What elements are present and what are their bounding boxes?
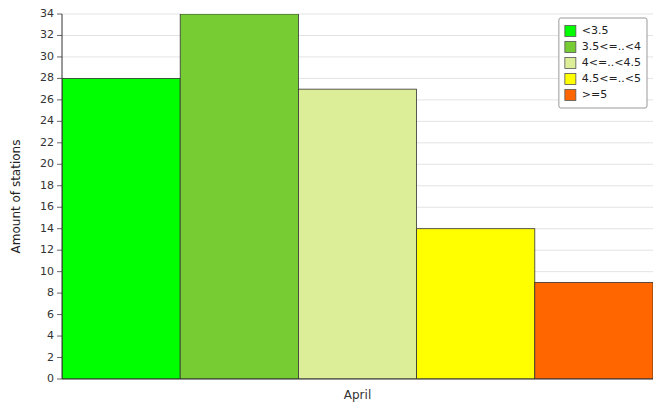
tick-mark (57, 207, 62, 208)
y-grid (62, 14, 653, 379)
x-tick-label: April (344, 388, 371, 402)
legend-swatch (565, 58, 576, 69)
bar (180, 14, 298, 379)
x-axis-line (62, 379, 653, 380)
tick-label: 26 (40, 93, 54, 106)
bars (62, 14, 653, 379)
grid-line (62, 14, 653, 15)
legend-label: >=5 (582, 88, 607, 101)
legend-swatch (565, 90, 576, 101)
tick-label: 20 (40, 157, 54, 170)
tick-mark (57, 56, 62, 57)
tick-mark (57, 35, 62, 36)
tick-mark (57, 99, 62, 100)
tick-mark (57, 185, 62, 186)
y-ticks: 0246810121416182022242628303234 (40, 7, 62, 385)
tick-mark (57, 357, 62, 358)
tick-label: 14 (40, 222, 54, 235)
tick-label: 24 (40, 114, 54, 127)
legend-swatch (565, 74, 576, 85)
tick-mark (57, 14, 62, 15)
bar (62, 78, 180, 379)
tick-mark (57, 78, 62, 79)
bar (298, 89, 416, 379)
legend-label: 4<=..<4.5 (582, 56, 641, 69)
tick-label: 18 (40, 179, 54, 192)
tick-mark (57, 164, 62, 165)
tick-mark (57, 314, 62, 315)
tick-label: 10 (40, 265, 54, 278)
tick-mark (57, 228, 62, 229)
legend-swatch (565, 26, 576, 37)
tick-label: 22 (40, 136, 54, 149)
tick-mark (57, 336, 62, 337)
tick-mark (57, 293, 62, 294)
tick-label: 32 (40, 28, 54, 41)
tick-mark (57, 250, 62, 251)
tick-mark (57, 121, 62, 122)
tick-label: 30 (40, 50, 54, 63)
tick-label: 28 (40, 71, 54, 84)
legend-label: 4.5<=..<5 (582, 72, 641, 85)
y-axis-label: Amount of stations (9, 140, 23, 254)
tick-label: 0 (47, 372, 54, 385)
grid-line (62, 379, 653, 380)
tick-label: 16 (40, 200, 54, 213)
bar (535, 282, 653, 379)
tick-label: 34 (40, 7, 54, 20)
tick-label: 12 (40, 243, 54, 256)
tick-label: 6 (47, 308, 54, 321)
legend-label: <3.5 (582, 24, 609, 37)
tick-label: 2 (47, 351, 54, 364)
legend-swatch (565, 42, 576, 53)
legend-box (559, 18, 647, 108)
tick-label: 4 (47, 329, 54, 342)
y-axis-line (62, 14, 63, 379)
bar (417, 229, 535, 379)
tick-mark (57, 379, 62, 380)
chart: 0246810121416182022242628303234AprilAmou… (0, 0, 667, 415)
tick-label: 8 (47, 286, 54, 299)
legend: <3.5 3.5<=..<4 4<=..<4.5 4.5<=..<5 >=5 (559, 18, 647, 108)
chart-container: 0246810121416182022242628303234AprilAmou… (0, 0, 667, 415)
tick-mark (57, 142, 62, 143)
tick-mark (57, 271, 62, 272)
legend-label: 3.5<=..<4 (582, 40, 641, 53)
